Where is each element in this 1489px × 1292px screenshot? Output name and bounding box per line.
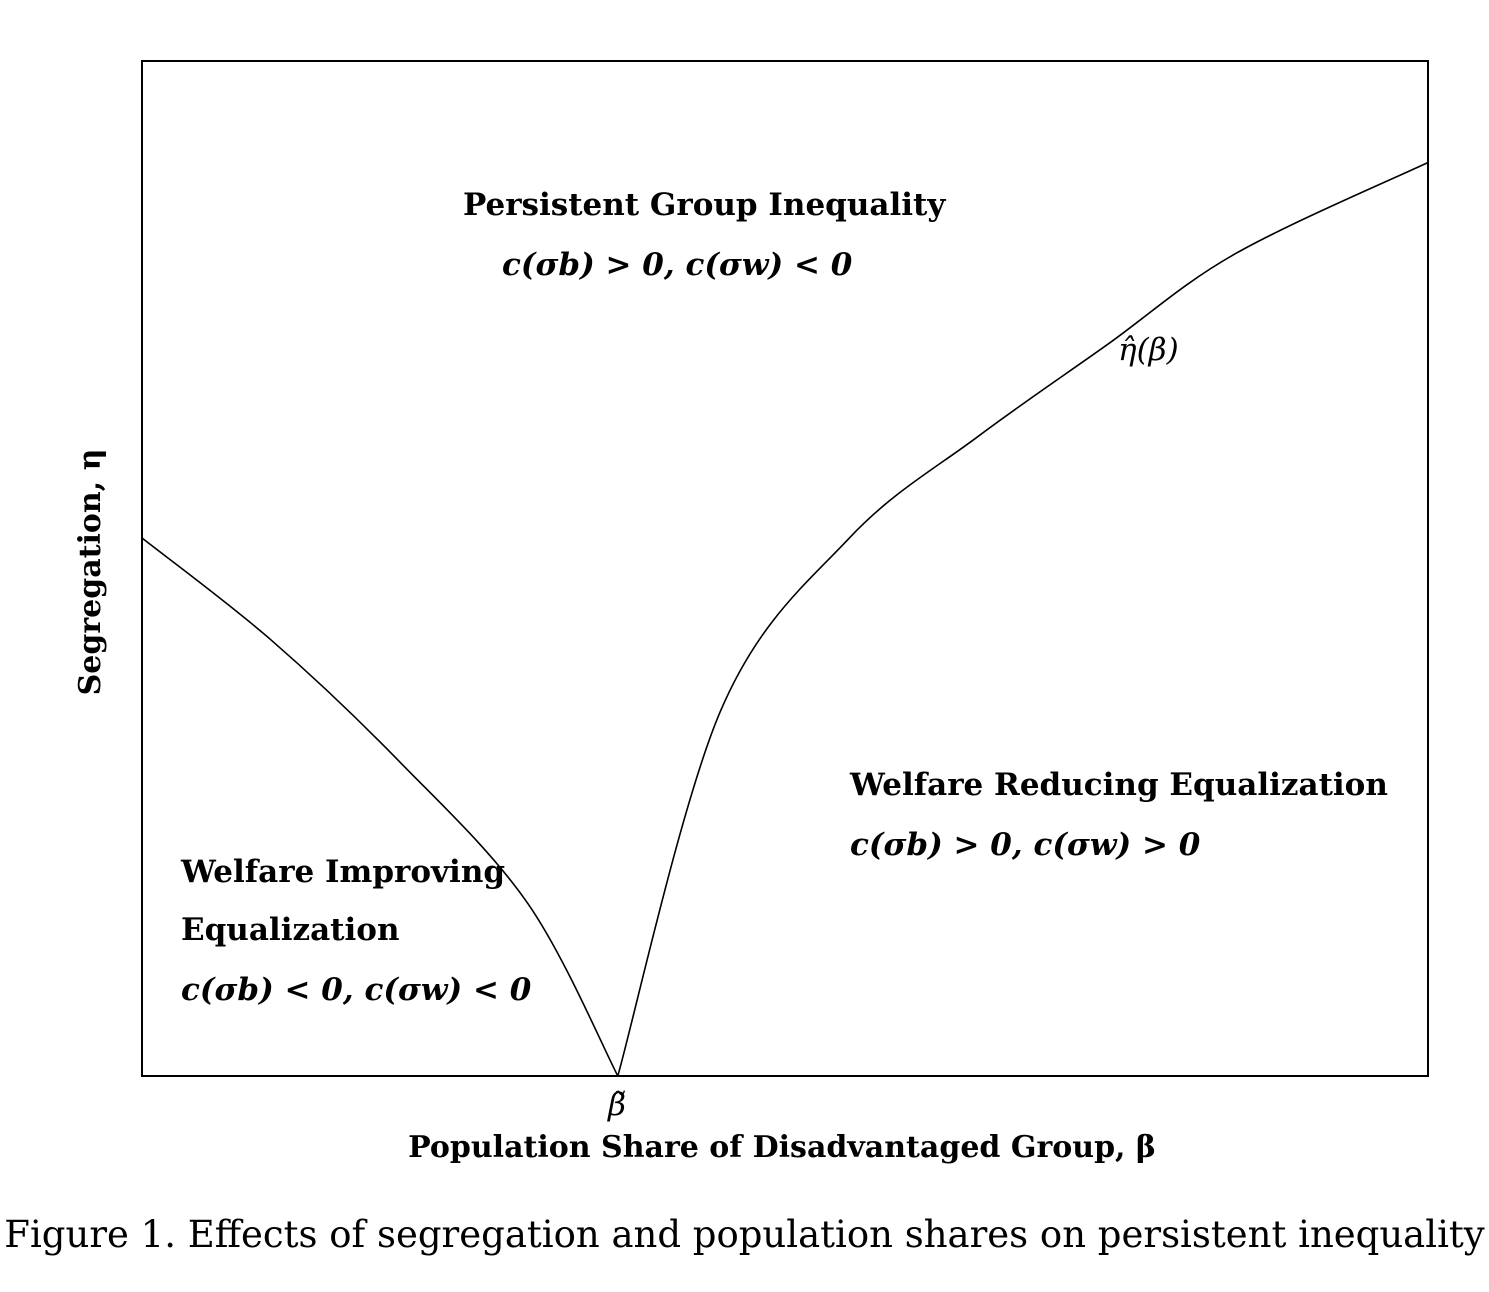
curve-eta-hat-right-branch (617, 161, 1429, 1077)
curve-label: η̂(β) (1118, 332, 1179, 368)
figure-caption: Figure 1. Effects of segregation and pop… (4, 1213, 1485, 1256)
x-tick-label-beta-tilde: β̃ (607, 1087, 626, 1123)
region-improving-title-line1: Welfare Improving (180, 854, 505, 890)
region-reducing-title: Welfare Reducing Equalization (849, 767, 1388, 803)
region-persistent-title: Persistent Group Inequality (463, 187, 946, 223)
region-improving-title-line2: Equalization (181, 912, 399, 948)
x-axis-label: Population Share of Disadvantaged Group,… (408, 1130, 1156, 1165)
region-improving-condition: c(σb) < 0, c(σw) < 0 (181, 972, 532, 1008)
y-axis-label: Segregation, η (73, 449, 108, 696)
curve-eta-hat-left-branch (141, 537, 619, 1077)
region-reducing-condition: c(σb) > 0, c(σw) > 0 (850, 827, 1201, 863)
region-persistent-condition: c(σb) > 0, c(σw) < 0 (502, 247, 853, 283)
figure-chart: Persistent Group Inequality c(σb) > 0, c… (73, 60, 1429, 1165)
plot-frame (141, 60, 1429, 1077)
